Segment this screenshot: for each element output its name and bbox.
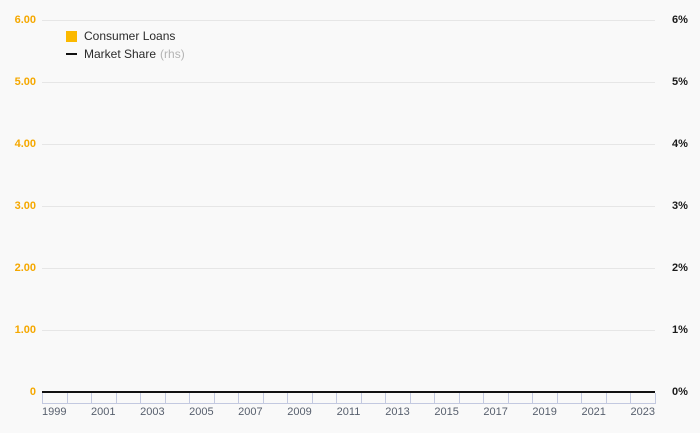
x-axis-tick xyxy=(336,393,337,404)
right-axis-tick-label: 5% xyxy=(672,76,688,88)
x-axis-tick-label: 2001 xyxy=(91,406,116,418)
x-axis-tick xyxy=(312,393,313,404)
x-axis-tick xyxy=(557,393,558,404)
x-axis-tick xyxy=(165,393,166,404)
x-axis-baseline xyxy=(42,403,655,404)
x-axis-tick xyxy=(434,393,435,404)
right-axis: 6% 5% 4% 3% 2% 1% 0% xyxy=(672,0,700,433)
x-axis-tick-label: 2013 xyxy=(385,406,410,418)
x-axis-tick xyxy=(42,393,43,404)
x-axis-tick-label: 2021 xyxy=(581,406,606,418)
right-axis-tick-label: 1% xyxy=(672,324,688,336)
x-axis-tick-label: 2023 xyxy=(630,406,655,418)
left-axis-tick-label: 4.00 xyxy=(14,138,36,150)
right-axis-tick-label: 0% xyxy=(672,386,688,398)
chart-legend: Consumer Loans Market Share (rhs) xyxy=(66,27,185,63)
square-swatch-icon xyxy=(66,30,77,42)
x-axis-tick xyxy=(91,393,92,404)
x-axis-tick-label: 2003 xyxy=(140,406,165,418)
line-swatch-icon xyxy=(66,49,77,60)
right-axis-tick-label: 4% xyxy=(672,138,688,150)
gridline-2 xyxy=(42,268,655,269)
x-axis-tick-label: 2005 xyxy=(189,406,214,418)
legend-item-label: Market Share xyxy=(84,47,157,61)
x-axis-tick xyxy=(214,393,215,404)
x-axis-tick xyxy=(508,393,509,404)
x-axis-tick-label: 1999 xyxy=(42,406,67,418)
x-axis-tick xyxy=(532,393,533,404)
gridline-4 xyxy=(42,144,655,145)
left-axis-tick-label: 3.00 xyxy=(14,200,36,212)
x-axis-tick xyxy=(410,393,411,404)
x-axis-tick xyxy=(189,393,190,404)
legend-item-market-share[interactable]: Market Share (rhs) xyxy=(66,45,185,63)
left-axis-tick-label: 2.00 xyxy=(14,262,36,274)
x-axis-tick xyxy=(263,393,264,404)
x-axis-tick xyxy=(116,393,117,404)
gridline-5 xyxy=(42,82,655,83)
left-axis-tick-label: 6.00 xyxy=(14,14,36,26)
x-axis-tick xyxy=(385,393,386,404)
x-axis-tick-band xyxy=(42,393,656,404)
plot-area xyxy=(42,20,655,392)
right-axis-tick-label: 2% xyxy=(672,262,688,274)
x-axis-tick xyxy=(581,393,582,404)
x-axis-tick xyxy=(606,393,607,404)
x-axis-tick xyxy=(483,393,484,404)
gridline-3 xyxy=(42,206,655,207)
left-axis-tick-label: 0 xyxy=(29,386,36,398)
legend-item-label: Consumer Loans xyxy=(84,29,176,43)
x-axis-tick xyxy=(361,393,362,404)
right-axis-tick-label: 3% xyxy=(672,200,688,212)
gridline-6 xyxy=(42,20,655,21)
x-axis-tick xyxy=(287,393,288,404)
right-axis-tick-label: 6% xyxy=(672,14,688,26)
x-axis-tick-label: 2017 xyxy=(483,406,508,418)
x-axis-tick-label: 2019 xyxy=(532,406,557,418)
x-axis-tick-label: 2015 xyxy=(434,406,459,418)
x-axis-tick-label: 2009 xyxy=(287,406,312,418)
x-axis-tick xyxy=(630,393,631,404)
left-axis: 6.00 5.00 4.00 3.00 2.00 1.00 0 xyxy=(0,0,36,433)
x-axis-tick-label: 2007 xyxy=(238,406,263,418)
x-axis-tick xyxy=(459,393,460,404)
legend-item-axis-suffix: (rhs) xyxy=(160,47,185,61)
x-axis-tick xyxy=(655,393,656,404)
left-axis-tick-label: 5.00 xyxy=(14,76,36,88)
x-axis-tick xyxy=(140,393,141,404)
x-axis-tick xyxy=(67,393,68,404)
legend-item-consumer-loans[interactable]: Consumer Loans xyxy=(66,27,185,45)
x-axis-tick xyxy=(238,393,239,404)
left-axis-tick-label: 1.00 xyxy=(14,324,36,336)
x-axis-tick-label: 2011 xyxy=(336,406,361,418)
series-line-market-share xyxy=(42,391,655,393)
gridline-1 xyxy=(42,330,655,331)
